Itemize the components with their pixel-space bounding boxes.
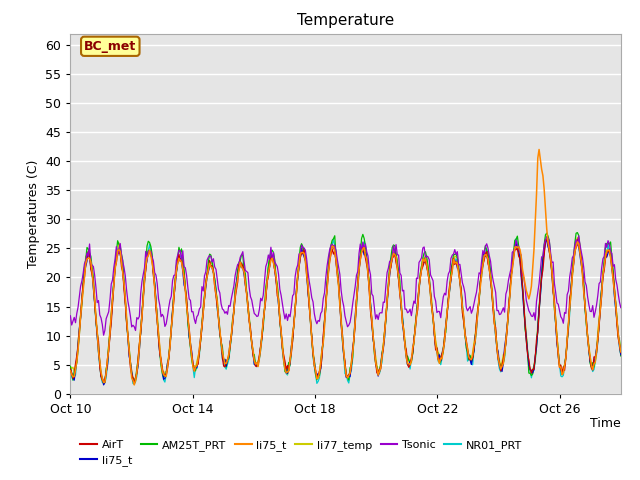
Title: Temperature: Temperature bbox=[297, 13, 394, 28]
Text: BC_met: BC_met bbox=[84, 40, 136, 53]
Y-axis label: Temperatures (C): Temperatures (C) bbox=[27, 159, 40, 268]
Text: Time: Time bbox=[590, 417, 621, 430]
Legend: AirT, li75_t, AM25T_PRT, li75_t, li77_temp, Tsonic, NR01_PRT: AirT, li75_t, AM25T_PRT, li75_t, li77_te… bbox=[76, 435, 526, 470]
